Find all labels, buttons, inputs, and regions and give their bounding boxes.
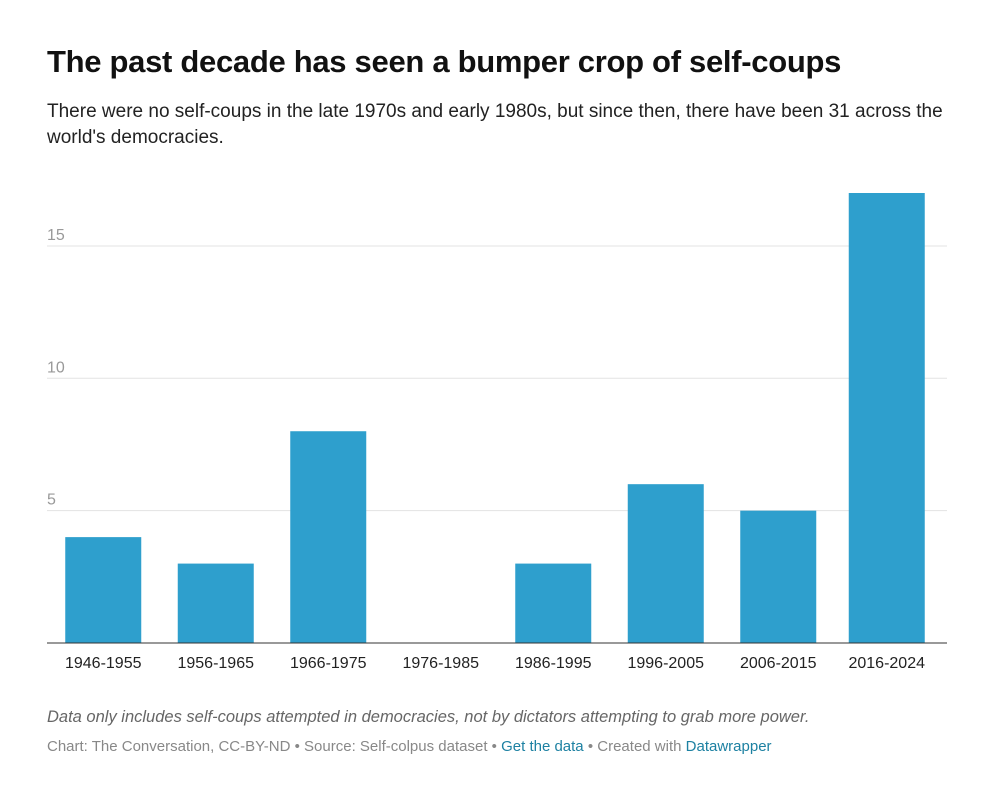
- x-category-label: 2006-2015: [740, 655, 817, 672]
- bar[interactable]: [627, 484, 704, 643]
- bar[interactable]: [65, 537, 142, 643]
- bar[interactable]: [740, 510, 817, 643]
- chart-subtitle: There were no self-coups in the late 197…: [47, 101, 943, 148]
- x-category-label: 1966-1975: [290, 655, 367, 672]
- y-tick-label: 5: [47, 492, 56, 509]
- x-category-label: 1946-1955: [65, 655, 142, 672]
- bar[interactable]: [848, 193, 925, 643]
- x-category-label: 1986-1995: [515, 655, 592, 672]
- x-category-label: 2016-2024: [848, 655, 925, 672]
- footer-separator: •: [491, 738, 497, 755]
- chart-credit: Chart: The Conversation, CC-BY-ND: [47, 738, 291, 755]
- bar[interactable]: [290, 431, 367, 643]
- chart-title: The past decade has seen a bumper crop o…: [47, 44, 842, 79]
- x-category-label: 1956-1965: [177, 655, 254, 672]
- y-tick-label: 15: [47, 227, 65, 244]
- bar[interactable]: [177, 563, 254, 643]
- bar-chart: 5 10 15 1946-1955 1956-1965 1966-1975 1976-198…: [47, 193, 947, 672]
- chart-note: Data only includes self-coups attempted …: [47, 708, 810, 726]
- created-with-text: Created with: [597, 738, 682, 755]
- bar[interactable]: [515, 563, 592, 643]
- x-category-label: 1996-2005: [627, 655, 704, 672]
- get-data-link[interactable]: Get the data: [501, 738, 584, 755]
- source-text: Source: Self-colpus dataset: [304, 738, 488, 755]
- datawrapper-link[interactable]: Datawrapper: [685, 738, 772, 755]
- footer-separator: •: [294, 738, 300, 755]
- footer-separator: •: [587, 738, 594, 755]
- chart-footer: Chart: The Conversation, CC-BY-ND • Sour…: [47, 738, 772, 755]
- y-tick-label: 10: [47, 359, 65, 376]
- x-category-label: 1976-1985: [402, 655, 479, 672]
